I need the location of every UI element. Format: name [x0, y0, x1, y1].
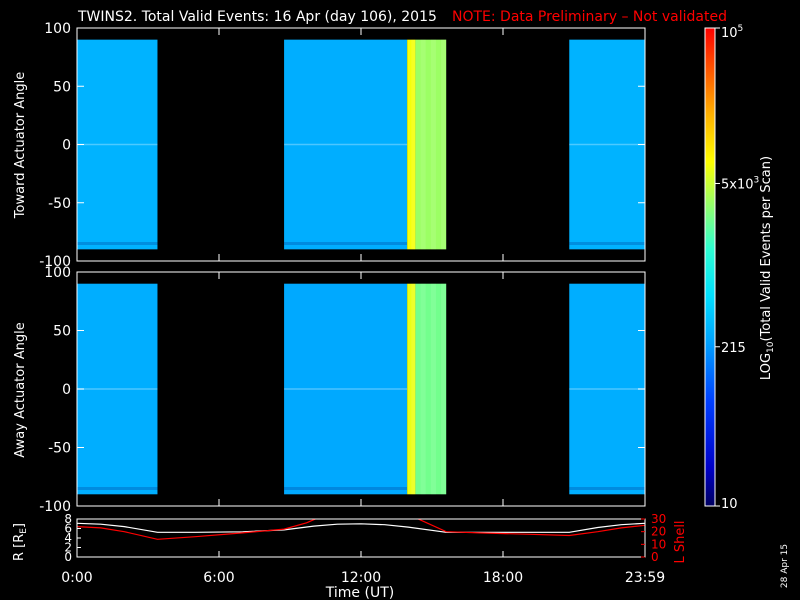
- middle-y-axis-label: Away Actuator Angle: [13, 322, 28, 457]
- colorbar-tick-base: 10: [721, 497, 738, 512]
- heatmap-stripe: [430, 39, 436, 250]
- y-tick-label: 50: [53, 324, 71, 340]
- y-tick-label: 50: [53, 79, 71, 95]
- r-label-sub: E: [19, 528, 29, 534]
- heatmap-cell: [407, 39, 416, 250]
- colorbar-tick-label: 105: [721, 24, 743, 41]
- colorbar-label: LOG10(Total Valid Events per Scan): [759, 156, 776, 380]
- heatmap-cell: [284, 39, 408, 250]
- heatmap-cell: [415, 283, 447, 495]
- heatmap-cell: [407, 283, 416, 495]
- left-y-tick-label: 0: [64, 550, 72, 564]
- colorbar-tick-label: 5x103: [721, 175, 759, 192]
- colorbar-tick-label: 215: [721, 341, 746, 356]
- heatmap-cell: [415, 39, 447, 250]
- colorbar-tick-label: 10: [721, 497, 738, 512]
- y-tick-label: -50: [48, 196, 71, 212]
- x-tick-label: 0:00: [61, 570, 92, 586]
- colorbar-gradient: [704, 27, 716, 507]
- colorbar-tick-exponent: 5: [738, 24, 744, 34]
- heatmap-stripe: [441, 39, 447, 250]
- left-y-tick-label: 8: [64, 512, 72, 526]
- x-tick-label: 18:00: [483, 570, 523, 586]
- y-tick-label: -100: [39, 254, 71, 270]
- l-shell-line: [77, 519, 317, 540]
- heatmap-stripe: [420, 283, 426, 495]
- r-distance-line: [77, 522, 645, 533]
- y-tick-label: 100: [44, 21, 71, 37]
- left-y-tick-label: 2: [64, 541, 72, 555]
- x-axis-label: Time (UT): [325, 585, 394, 600]
- r-label-main: R [R: [12, 534, 27, 561]
- y-tick-label: 100: [44, 265, 71, 281]
- left-y-tick-label: 4: [64, 531, 72, 545]
- right-y-tick-label: 0: [651, 550, 659, 564]
- heatmap-stripe: [411, 283, 416, 495]
- heatmap-stripe: [411, 39, 416, 250]
- top-heatmap-panel: 100 50 0 -50 -100: [39, 21, 646, 270]
- colorbar-label-sub: 10: [766, 341, 776, 353]
- heatmap-stripe: [441, 283, 447, 495]
- right-y-tick-label: 30: [651, 512, 666, 526]
- x-tick-label: 23:59: [625, 570, 665, 586]
- heatmap-cell: [77, 283, 158, 495]
- colorbar-tick-base: 215: [721, 341, 746, 356]
- bottom-right-y-label: L Shell: [673, 520, 688, 563]
- left-y-tick-label: 6: [64, 522, 72, 536]
- r-label-end: ]: [12, 523, 27, 528]
- middle-heatmap-panel: 100 50 0 -50 -100: [39, 265, 646, 515]
- heatmap-cell: [77, 39, 158, 250]
- y-tick-label: -50: [48, 441, 71, 457]
- top-y-axis-label: Toward Actuator Angle: [13, 72, 28, 219]
- preliminary-note: NOTE: Data Preliminary – Not validated: [452, 9, 727, 25]
- heatmap-cell: [284, 283, 408, 495]
- colorbar-tick-exponent: 3: [754, 175, 760, 185]
- x-tick-label: 6:00: [203, 570, 234, 586]
- heatmap-stripe: [420, 39, 426, 250]
- colorbar-label-log: LOG: [759, 353, 774, 380]
- heatmap-cell: [569, 39, 645, 250]
- y-tick-label: 0: [62, 138, 71, 154]
- heatmap-stripe: [430, 283, 436, 495]
- right-y-tick-label: 10: [651, 537, 666, 551]
- colorbar-tick-base: 5x10: [721, 177, 754, 192]
- date-stamp: 28 Apr 15: [780, 544, 790, 588]
- x-tick-label: 12:00: [341, 570, 381, 586]
- y-tick-label: 0: [62, 382, 71, 398]
- l-shell-line: [416, 519, 645, 537]
- heatmap-cell: [569, 283, 645, 495]
- colorbar-label-rest: (Total Valid Events per Scan): [759, 156, 774, 342]
- colorbar-tick-base: 10: [721, 26, 738, 41]
- right-y-tick-label: 20: [651, 525, 666, 539]
- y-tick-label: -100: [39, 499, 71, 515]
- chart-title: TWINS2. Total Valid Events: 16 Apr (day …: [77, 9, 437, 25]
- bottom-left-y-label: R [RE]: [12, 523, 29, 561]
